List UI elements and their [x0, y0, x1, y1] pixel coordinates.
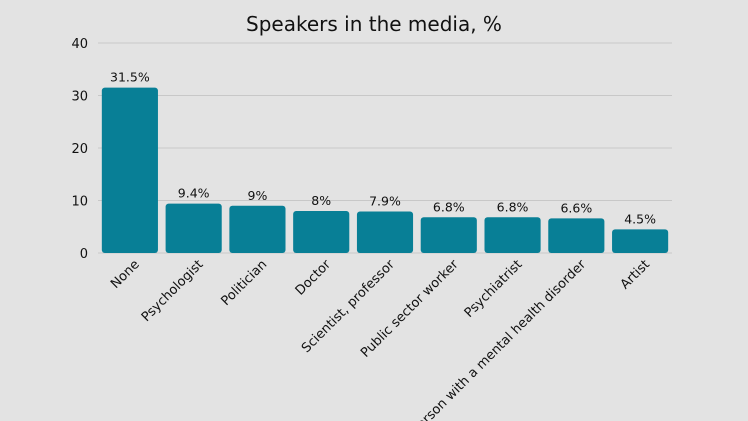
x-tick-label: Doctor [293, 257, 335, 299]
data-label: 31.5% [110, 70, 150, 85]
bar [548, 218, 605, 253]
chart-title: Speakers in the media, % [246, 12, 502, 36]
bar [293, 211, 350, 253]
data-label: 9.4% [178, 186, 210, 201]
data-label: 6.8% [433, 199, 465, 214]
y-tick-label: 20 [71, 142, 88, 157]
bar [229, 205, 286, 253]
bar [101, 87, 158, 253]
data-label: 6.8% [497, 199, 529, 214]
x-tick-label: Politician [218, 257, 270, 309]
bars [101, 87, 669, 253]
data-label: 7.9% [369, 194, 401, 209]
data-label: 6.6% [560, 200, 592, 215]
y-tick-label: 0 [80, 247, 88, 262]
y-axis: 0 10 20 30 40 [71, 37, 88, 262]
data-label: 8% [311, 193, 331, 208]
bar [356, 211, 414, 253]
bar [165, 203, 222, 253]
bar [612, 229, 669, 253]
y-tick-label: 30 [71, 90, 88, 105]
data-label: 4.5% [624, 211, 656, 226]
y-tick-label: 10 [71, 195, 88, 210]
x-tick-label: None [108, 257, 143, 292]
bar [484, 217, 541, 253]
bar [420, 217, 477, 253]
data-labels: 31.5% 9.4% 9% 8% 7.9% 6.8% 6.8% 6.6% 4.5% [110, 70, 656, 227]
x-tick-label: Psychologist [139, 257, 207, 325]
x-tick-label: Artist [618, 257, 653, 292]
data-label: 9% [248, 188, 268, 203]
y-tick-label: 40 [71, 37, 88, 52]
x-tick-label: Psychiatrist [462, 257, 526, 321]
